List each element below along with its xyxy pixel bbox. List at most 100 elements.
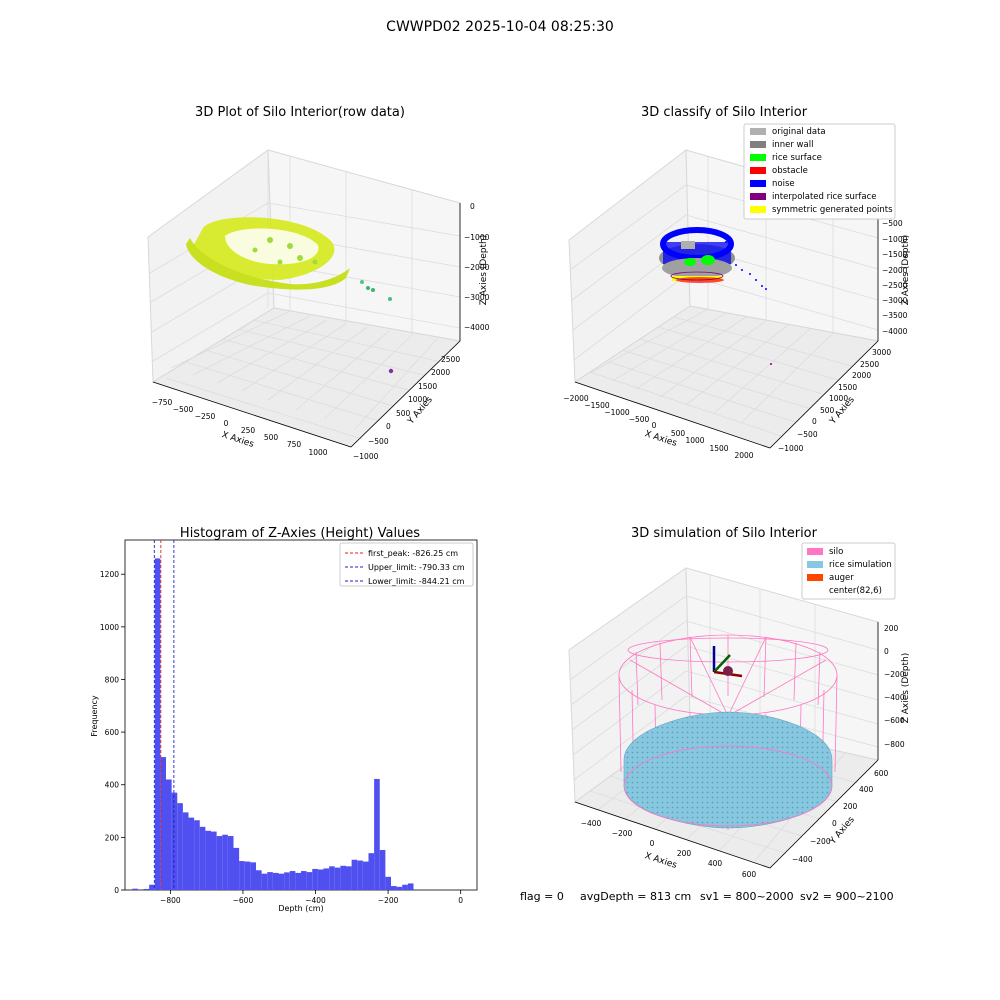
classify-z-tick: −2500 <box>882 281 908 290</box>
hist-bar <box>132 888 138 890</box>
hist-legend-label: Upper_limit: -790.33 cm <box>368 563 465 572</box>
legend-swatch <box>807 574 823 581</box>
classify-z-tick: −3000 <box>882 296 908 305</box>
sim-z-tick: 200 <box>884 624 899 633</box>
hist-bar <box>329 866 335 890</box>
raw-z-tick: −3000 <box>464 293 490 302</box>
raw-z-ticks: 0 −1000 −2000 −3000 −4000 <box>464 202 490 332</box>
hist-y-tick: 400 <box>105 781 120 790</box>
hist-bar <box>357 860 363 890</box>
raw-x-tick: −250 <box>195 412 216 421</box>
hist-bar <box>368 853 375 890</box>
hist-bar <box>233 847 240 890</box>
classify-y-ticks: −1000 −500 0 500 1000 1500 2000 2500 300… <box>778 348 891 453</box>
hist-bar <box>312 868 318 890</box>
classify-y-tick: 3000 <box>872 348 891 357</box>
hist-bar <box>205 830 212 890</box>
sim-y-tick: 600 <box>874 769 889 778</box>
sim-x-ticks: −400 −200 0 200 400 600 <box>581 819 757 879</box>
raw-x-tick: 750 <box>287 440 302 449</box>
rice-simulation-surface <box>623 711 833 829</box>
legend-label: original data <box>772 127 826 137</box>
legend-swatch <box>750 141 766 148</box>
legend-swatch <box>750 167 766 174</box>
hist-bars <box>132 558 414 890</box>
raw-x-tick: −500 <box>173 405 194 414</box>
classify-y-tick: 0 <box>812 417 817 426</box>
panel-raw-title: 3D Plot of Silo Interior(row data) <box>195 105 405 120</box>
hist-bar <box>154 558 161 890</box>
hist-bar <box>407 883 414 890</box>
sim-x-tick: −200 <box>612 829 633 838</box>
hist-bar <box>149 884 155 890</box>
axis-y-arrow <box>713 654 731 673</box>
sim-z-tick: −600 <box>884 716 905 725</box>
legend-label: rice simulation <box>829 560 892 570</box>
classify-point-cloud <box>659 227 772 365</box>
classify-y-tick: −500 <box>797 430 818 439</box>
raw-y-tick: 500 <box>396 409 411 418</box>
hist-bar <box>143 888 150 890</box>
legend-swatch <box>750 154 766 161</box>
hist-ref-lines <box>153 540 175 890</box>
sim-y-tick: 0 <box>832 819 837 828</box>
sim-z-tick: −400 <box>884 693 905 702</box>
raw-x-tick: 1000 <box>308 448 327 457</box>
legend-swatch <box>750 193 766 200</box>
panel-histogram: Histogram of Z-Axies (Height) Values −80… <box>90 526 478 913</box>
hist-bar <box>227 836 234 890</box>
classify-legend-items: original data inner wall rice surface obsta… <box>750 127 893 215</box>
legend-label: symmetric generated points <box>772 205 893 215</box>
raw-point <box>360 280 364 284</box>
raw-y-tick: 1500 <box>418 382 437 391</box>
hist-bar <box>177 803 183 890</box>
hist-bar <box>345 866 352 890</box>
hist-bar <box>160 757 167 890</box>
sim-x-tick: 0 <box>650 839 655 848</box>
sim-z-tick: −200 <box>884 670 905 679</box>
classify-y-tick: 2500 <box>860 360 879 369</box>
hist-legend: first_peak: -826.25 cm Upper_limit: -790.… <box>339 542 474 587</box>
raw-cloud-hole <box>225 228 319 265</box>
hist-x-tick: −800 <box>160 896 181 905</box>
hist-bar <box>171 792 178 890</box>
hist-bar <box>402 884 408 890</box>
classify-z-label: Z Axies (Depth) <box>901 235 911 306</box>
hist-bar <box>289 871 296 890</box>
classify-x-tick: −1500 <box>584 401 610 410</box>
raw-point <box>388 368 394 374</box>
sim-x-tick: 600 <box>742 870 757 879</box>
legend-label: noise <box>772 179 795 189</box>
raw-x-tick: 500 <box>264 433 279 442</box>
classify-y-tick: 1000 <box>829 394 848 403</box>
hist-x-tick: −400 <box>305 896 326 905</box>
footer-status: flag = 0 avgDepth = 813 cm sv1 = 800~200… <box>520 890 894 903</box>
rice-surface-points <box>701 255 715 265</box>
legend-swatch <box>750 180 766 187</box>
hist-bar <box>199 826 206 890</box>
legend-swatch <box>750 206 766 213</box>
classify-x-tick: 500 <box>671 429 686 438</box>
hist-bar <box>278 873 285 890</box>
classify-z-tick: −3500 <box>882 311 908 320</box>
hist-y-tick: 1200 <box>100 570 119 579</box>
raw-y-tick: 2500 <box>441 355 460 364</box>
hist-bar <box>222 834 228 890</box>
rice-surface-points <box>684 258 696 266</box>
classify-z-tick: −500 <box>882 219 903 228</box>
hist-y-label: Frequency <box>90 695 99 737</box>
raw-point <box>371 288 375 292</box>
classify-y-tick: 500 <box>820 406 835 415</box>
hist-legend-label: Lower_limit: -844.21 cm <box>368 577 465 586</box>
silo-bottom-ring <box>623 745 833 827</box>
hist-legend-items: first_peak: -826.25 cm Upper_limit: -790.… <box>345 549 465 586</box>
hist-y-tick: 200 <box>105 833 120 842</box>
legend-swatch <box>807 548 823 555</box>
hist-bar <box>301 871 307 890</box>
classify-y-tick: 2000 <box>852 371 871 380</box>
sim-legend: silo rice simulation auger center(82,6) <box>801 542 896 600</box>
legend-label: center(82,6) <box>829 586 882 596</box>
hist-bar <box>385 876 391 890</box>
legend-label: inner wall <box>772 140 813 150</box>
sim-x-tick: 400 <box>708 859 723 868</box>
